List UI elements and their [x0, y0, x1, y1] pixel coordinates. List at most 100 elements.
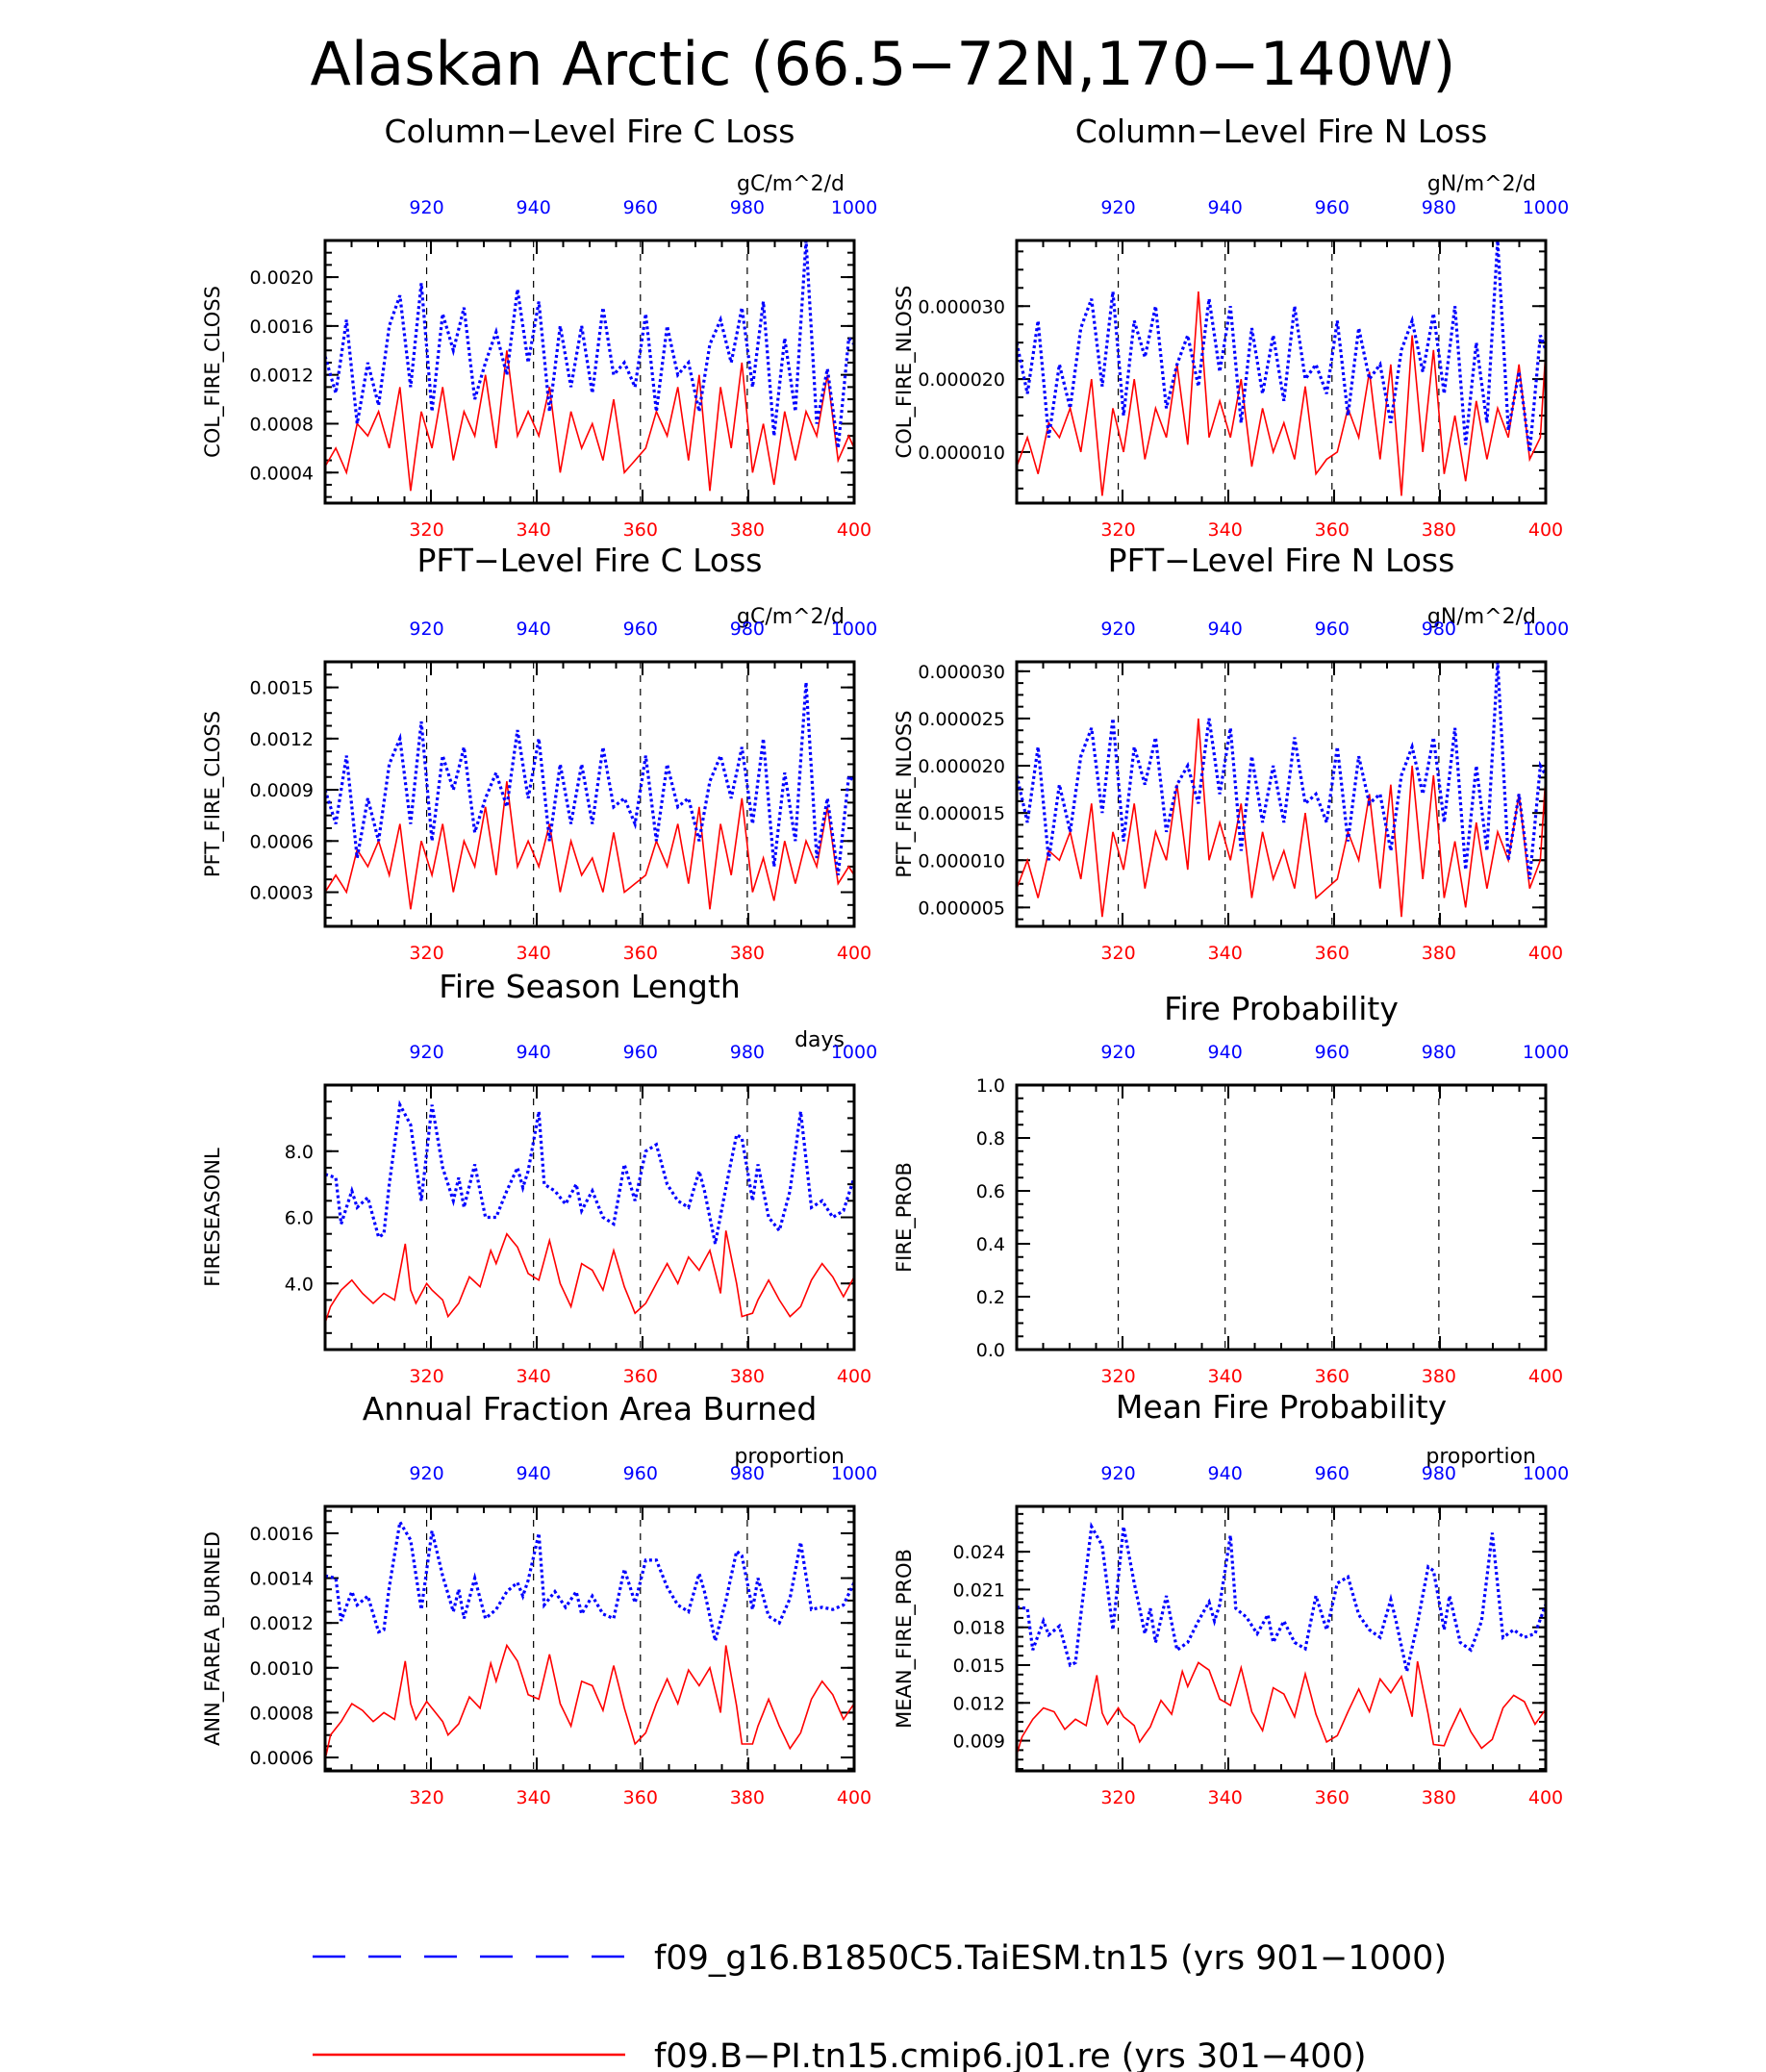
- x-tick-label-bottom: 360: [623, 1787, 658, 1808]
- x-tick-label-bottom: 400: [837, 519, 871, 541]
- legend: f09_g16.B1850C5.TaiESM.tn15 (yrs 901−100…: [313, 1939, 1447, 2072]
- x-tick-label-top: 960: [1315, 197, 1350, 218]
- y-tick-label: 0.4: [976, 1234, 1005, 1255]
- y-tick-label: 0.2: [976, 1287, 1005, 1308]
- x-tick-label-bottom: 380: [730, 519, 765, 541]
- plot-frame: [323, 660, 856, 928]
- panel-col_fire_nloss: Column−Level Fire N Loss gN/m^2/d COL_FIRE…: [893, 113, 1569, 541]
- x-tick-label-top: 920: [1100, 1463, 1135, 1484]
- y-tick-label: 0.0009: [250, 780, 314, 801]
- series-red-line: [325, 350, 854, 492]
- y-tick-label: 0.0008: [250, 1703, 314, 1724]
- x-tick-label-bottom: 400: [1528, 1787, 1563, 1808]
- series-red-line: [1017, 1660, 1546, 1756]
- y-tick-label: 0.0006: [250, 1748, 314, 1769]
- series-blue-line: [325, 1517, 854, 1642]
- plot-frame: [323, 239, 856, 505]
- panel-title: PFT−Level Fire C Loss: [416, 542, 762, 579]
- y-axis-label: MEAN_FIRE_PROB: [893, 1549, 917, 1729]
- panels: Column−Level Fire C Loss gC/m^2/d COL_FIRE…: [201, 113, 1569, 1808]
- y-axis-label: ANN_FAREA_BURNED: [201, 1531, 225, 1746]
- series-blue-line: [325, 1099, 854, 1245]
- x-tick-label-top: 960: [623, 1463, 658, 1484]
- x-tick-label-top: 1000: [831, 1463, 877, 1484]
- x-tick-label-bottom: 380: [1422, 1787, 1456, 1808]
- x-tick-label-bottom: 400: [1528, 1366, 1563, 1387]
- y-tick-label: 0.0016: [250, 1524, 314, 1545]
- panel-ann_farea_burned: Annual Fraction Area Burned proportion ANN…: [201, 1390, 877, 1808]
- y-tick-label: 0.000030: [918, 296, 1005, 317]
- y-tick-label: 0.0: [976, 1340, 1005, 1361]
- series-blue-line: [1017, 662, 1546, 880]
- x-tick-label-bottom: 380: [1422, 943, 1456, 964]
- y-tick-label: 0.0010: [250, 1658, 314, 1680]
- x-tick-label-bottom: 360: [1315, 943, 1350, 964]
- x-tick-label-top: 940: [1208, 619, 1243, 640]
- panel-title: Column−Level Fire C Loss: [385, 113, 795, 150]
- y-tick-label: 0.6: [976, 1181, 1005, 1202]
- x-tick-label-bottom: 380: [1422, 1366, 1456, 1387]
- units-label: gC/m^2/d: [737, 605, 845, 629]
- x-tick-label-bottom: 320: [409, 943, 443, 964]
- panel-fire_prob: Fire Probability FIRE_PROB 320 920 340 940 360…: [893, 990, 1569, 1387]
- series-red-line: [1017, 718, 1546, 918]
- y-tick-label: 0.000030: [918, 662, 1005, 683]
- y-tick-label: 0.0012: [250, 366, 314, 387]
- x-tick-label-top: 920: [409, 197, 443, 218]
- x-tick-label-top: 920: [409, 1042, 443, 1063]
- x-tick-label-bottom: 340: [1208, 519, 1243, 541]
- plot-frame: [1015, 1083, 1548, 1352]
- panel-title: PFT−Level Fire N Loss: [1108, 542, 1455, 579]
- y-tick-label: 0.0014: [250, 1569, 314, 1590]
- x-tick-label-top: 920: [1100, 1042, 1135, 1063]
- x-tick-label-top: 940: [1208, 1042, 1243, 1063]
- y-tick-label: 0.000020: [918, 756, 1005, 777]
- y-tick-label: 0.0003: [250, 883, 314, 904]
- x-tick-label-top: 1000: [1523, 619, 1569, 640]
- x-tick-label-bottom: 340: [517, 943, 551, 964]
- x-tick-label-top: 960: [623, 619, 658, 640]
- x-tick-label-bottom: 340: [1208, 1787, 1243, 1808]
- x-tick-label-bottom: 400: [837, 943, 871, 964]
- y-tick-label: 0.0008: [250, 414, 314, 435]
- panel-mean_fire_prob: Mean Fire Probability proportion MEAN_FIRE…: [893, 1388, 1569, 1808]
- y-tick-label: 0.000015: [918, 803, 1005, 824]
- panel-col_fire_closs: Column−Level Fire C Loss gC/m^2/d COL_FIRE…: [201, 113, 877, 541]
- panel-title: Annual Fraction Area Burned: [363, 1390, 818, 1428]
- x-tick-label-bottom: 360: [1315, 1787, 1350, 1808]
- x-tick-label-top: 940: [517, 1463, 551, 1484]
- series-red-line: [325, 781, 854, 910]
- x-tick-label-top: 960: [623, 1042, 658, 1063]
- y-tick-label: 0.015: [953, 1655, 1005, 1677]
- x-tick-label-top: 960: [623, 197, 658, 218]
- x-tick-label-bottom: 320: [409, 1787, 443, 1808]
- panel-fireseasonl: Fire Season Length days FIRESEASONL 320 920 3…: [201, 968, 877, 1387]
- x-tick-label-top: 960: [1315, 1463, 1350, 1484]
- x-tick-label-bottom: 400: [837, 1366, 871, 1387]
- y-tick-label: 8.0: [285, 1142, 314, 1163]
- x-tick-label-top: 920: [1100, 197, 1135, 218]
- y-tick-label: 0.000005: [918, 897, 1005, 919]
- series-red-line: [325, 1230, 854, 1324]
- x-tick-label-top: 940: [1208, 197, 1243, 218]
- series-red-line: [325, 1643, 854, 1760]
- y-tick-label: 0.0016: [250, 316, 314, 338]
- panel-title: Fire Probability: [1164, 990, 1399, 1027]
- x-tick-label-top: 960: [1315, 619, 1350, 640]
- x-tick-label-bottom: 320: [1100, 519, 1135, 541]
- plot-frame: [1015, 660, 1548, 928]
- y-tick-label: 1.0: [976, 1075, 1005, 1097]
- x-tick-label-top: 940: [517, 197, 551, 218]
- series-red-line: [1017, 291, 1546, 496]
- y-tick-label: 0.0006: [250, 831, 314, 852]
- y-tick-label: 0.009: [953, 1731, 1005, 1753]
- x-tick-label-bottom: 360: [623, 519, 658, 541]
- x-tick-label-top: 940: [1208, 1463, 1243, 1484]
- y-tick-label: 0.000025: [918, 709, 1005, 730]
- units-label: gN/m^2/d: [1427, 605, 1536, 629]
- y-tick-label: 0.0012: [250, 1613, 314, 1634]
- y-tick-label: 0.018: [953, 1618, 1005, 1639]
- y-tick-label: 0.021: [953, 1579, 1005, 1601]
- x-tick-label-top: 1000: [1523, 1463, 1569, 1484]
- units-label: proportion: [734, 1445, 845, 1469]
